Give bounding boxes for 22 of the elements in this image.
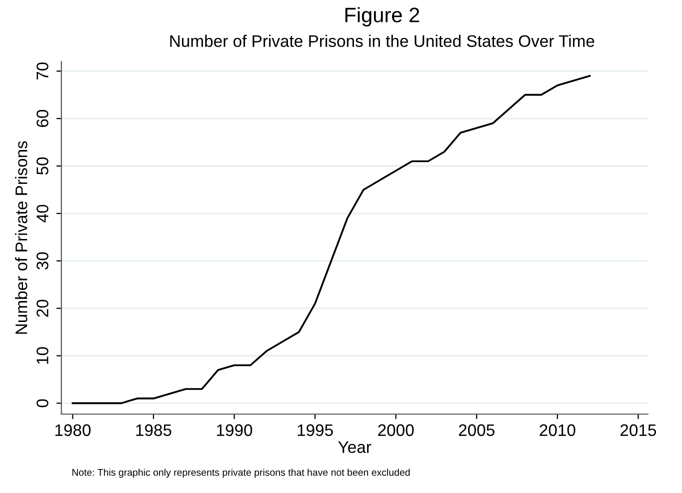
y-tick-label: 60 xyxy=(36,110,48,127)
x-tick-label: 1980 xyxy=(55,424,91,436)
x-axis-title: Year xyxy=(338,441,372,454)
y-tick-label: 40 xyxy=(36,204,48,222)
chart-subtitle: Number of Private Prisons in the United States Over Time xyxy=(170,34,594,47)
x-tick-label: 2005 xyxy=(458,424,494,436)
line-series xyxy=(72,74,591,404)
y-tick-label: 0 xyxy=(36,399,48,408)
chart-title: Figure 2 xyxy=(345,7,420,27)
x-tick-label: 1990 xyxy=(217,424,252,436)
x-tick-label: 1995 xyxy=(298,424,333,436)
y-tick-label: 50 xyxy=(36,157,48,175)
x-tick-label: 2010 xyxy=(540,424,576,436)
text: Note: This graphic only represents private prisons that have not been excluded xyxy=(72,468,410,478)
x-tick-label: 1985 xyxy=(136,424,172,436)
x-tick-label: 2015 xyxy=(620,424,656,436)
y-tick-label: 20 xyxy=(36,300,48,317)
x-tick-label: 2000 xyxy=(378,424,414,436)
y-axis-title: Number of Private Prisons xyxy=(15,141,28,334)
y-tick-label: 70 xyxy=(36,62,48,80)
y-tick-label: 30 xyxy=(36,252,48,270)
y-tick-label: 10 xyxy=(36,347,48,364)
